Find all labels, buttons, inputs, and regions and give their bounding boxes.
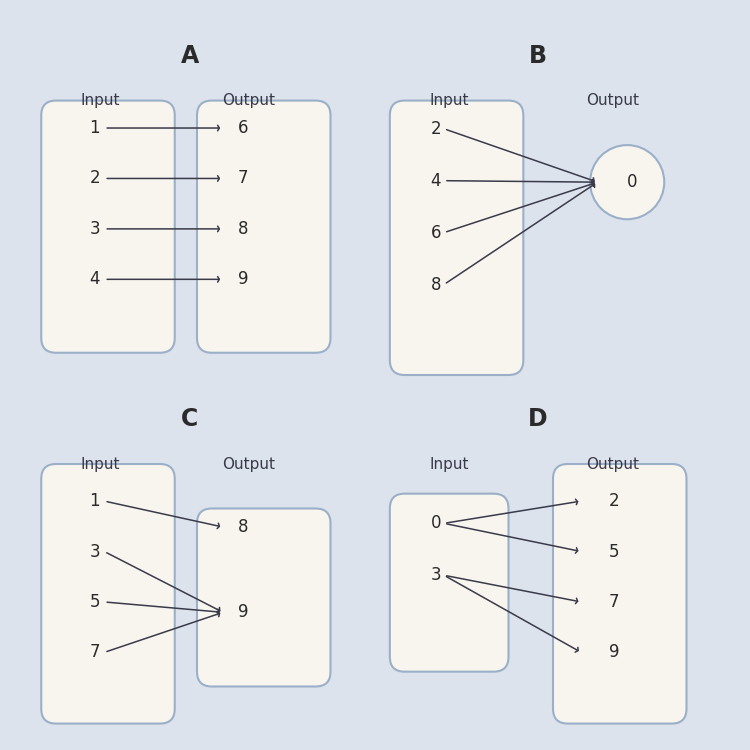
Text: 5: 5 — [609, 542, 619, 560]
Text: 7: 7 — [89, 644, 100, 662]
Text: 3: 3 — [89, 542, 100, 560]
Text: C: C — [181, 407, 198, 431]
FancyBboxPatch shape — [553, 464, 686, 724]
Text: 9: 9 — [609, 644, 619, 662]
Circle shape — [590, 145, 664, 219]
Text: Input: Input — [81, 457, 120, 472]
Text: 9: 9 — [238, 270, 248, 288]
FancyBboxPatch shape — [197, 100, 331, 352]
Text: 3: 3 — [430, 566, 441, 584]
Text: 8: 8 — [238, 220, 248, 238]
FancyBboxPatch shape — [390, 100, 524, 375]
Text: Output: Output — [223, 93, 275, 108]
FancyBboxPatch shape — [41, 464, 175, 724]
Text: Output: Output — [586, 93, 639, 108]
Text: 4: 4 — [430, 172, 441, 190]
Text: Output: Output — [223, 457, 275, 472]
Text: 0: 0 — [627, 173, 638, 191]
Text: Input: Input — [430, 93, 469, 108]
Text: 9: 9 — [238, 603, 248, 621]
FancyBboxPatch shape — [197, 509, 331, 686]
Text: 8: 8 — [430, 275, 441, 293]
Text: D: D — [528, 407, 548, 431]
Text: 5: 5 — [89, 593, 100, 611]
Text: A: A — [181, 44, 199, 68]
Text: 8: 8 — [238, 518, 248, 536]
Text: 7: 7 — [238, 170, 248, 188]
Text: B: B — [530, 44, 548, 68]
Text: 2: 2 — [89, 170, 100, 188]
Text: Input: Input — [430, 457, 469, 472]
FancyBboxPatch shape — [41, 100, 175, 352]
Text: 6: 6 — [238, 119, 248, 137]
Text: 2: 2 — [609, 492, 619, 510]
Text: Input: Input — [81, 93, 120, 108]
Text: 4: 4 — [89, 270, 100, 288]
FancyBboxPatch shape — [390, 494, 508, 672]
Text: 3: 3 — [89, 220, 100, 238]
Text: 0: 0 — [430, 514, 441, 532]
Text: 7: 7 — [609, 593, 619, 611]
Text: 2: 2 — [430, 120, 441, 138]
Text: 1: 1 — [89, 119, 100, 137]
Text: 6: 6 — [430, 224, 441, 242]
Text: Output: Output — [586, 457, 639, 472]
Text: 1: 1 — [89, 492, 100, 510]
